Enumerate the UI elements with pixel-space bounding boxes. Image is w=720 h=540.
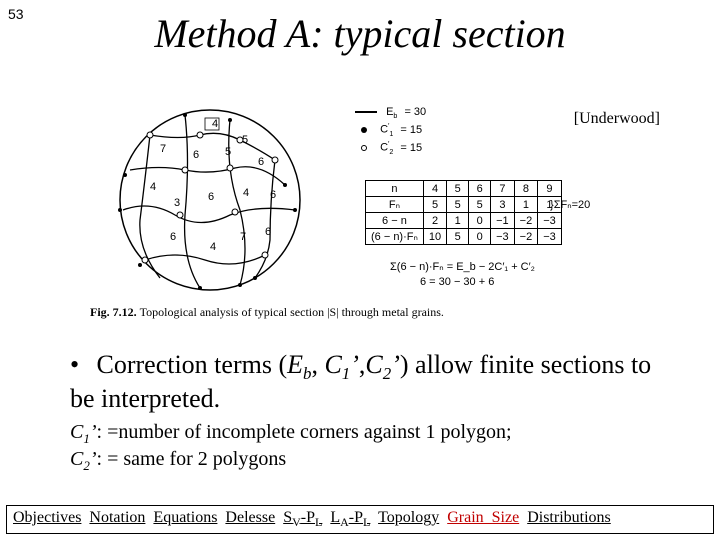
nav-equations[interactable]: Equations <box>153 509 217 526</box>
grain-label: 4 <box>210 241 216 253</box>
table-cell: 10 <box>423 229 446 245</box>
definitions: C1’: =number of incomplete corners again… <box>70 420 670 473</box>
def-c2: C2’: = same for 2 polygons <box>70 447 670 474</box>
table-cell: 5 <box>423 197 446 213</box>
nav-grain-size[interactable]: Grain_Size <box>447 509 519 526</box>
grain-label: 6 <box>258 156 264 168</box>
table-cell: −3 <box>491 229 515 245</box>
nav-bar: Objectives Notation Equations Delesse SV… <box>6 505 714 534</box>
nav-objectives[interactable]: Objectives <box>13 509 81 526</box>
table-cell: 1 <box>447 213 469 229</box>
table-cell: 5 <box>447 229 469 245</box>
table-cell: 7 <box>491 181 515 197</box>
table-cell: 6 − n <box>366 213 424 229</box>
table-cell: 5 <box>447 181 469 197</box>
table-cell: −3 <box>538 229 562 245</box>
table-cell: 5 <box>447 197 469 213</box>
table-cell: 2 <box>423 213 446 229</box>
def-c1: C1’: =number of incomplete corners again… <box>70 420 670 447</box>
table-cell: 1 <box>514 197 538 213</box>
table-cell: 0 <box>469 229 491 245</box>
table-cell: 8 <box>514 181 538 197</box>
figure-caption: Fig. 7.12. Topological analysis of typic… <box>90 305 444 320</box>
nav-delesse[interactable]: Delesse <box>225 509 275 526</box>
table-cell: −3 <box>538 213 562 229</box>
grain-label: 5 <box>242 134 248 146</box>
sum-fn-label: }ΣFₙ=20 <box>550 198 590 211</box>
table-cell: 6 <box>469 181 491 197</box>
grain-label: 6 <box>193 149 199 161</box>
table-cell: (6 − n)·Fₙ <box>366 229 424 245</box>
table-cell: −2 <box>514 213 538 229</box>
nav-notation[interactable]: Notation <box>89 509 145 526</box>
grain-label: 4 <box>243 187 249 199</box>
table-cell: 3 <box>491 197 515 213</box>
grain-label: 3 <box>174 197 180 209</box>
grain-label: 4 <box>212 118 218 130</box>
table-cell: −1 <box>491 213 515 229</box>
bullet-item: • Correction terms (Eb, C1’,C2’) allow f… <box>70 350 670 414</box>
figure-eq2: 6 = 30 − 30 + 6 <box>420 276 494 288</box>
grain-label: 7 <box>240 231 246 243</box>
nav-distributions[interactable]: Distributions <box>527 509 611 526</box>
grain-label: 6 <box>170 231 176 243</box>
slide-title: Method A: typical section <box>0 10 720 57</box>
table-cell: Fₙ <box>366 197 424 213</box>
grain-label: 7 <box>160 143 166 155</box>
grain-label: 6 <box>208 191 214 203</box>
grain-label: 6 <box>270 189 276 201</box>
grain-diagram: 476556436466476 <box>90 100 330 300</box>
table-cell: −2 <box>514 229 538 245</box>
grain-label: 4 <box>150 181 156 193</box>
figure-legend: Eb = 30 C′1 = 15 C′2 = 15 <box>355 105 426 157</box>
grain-label: 6 <box>265 226 271 238</box>
nav-sv-pl[interactable]: SV-PL <box>283 509 322 526</box>
table-cell: 9 <box>538 181 562 197</box>
table-cell: 0 <box>469 213 491 229</box>
grain-label: 5 <box>225 146 231 158</box>
figure-panel: 476556436466476 Eb = 30 C′1 = 15 C′2 = 1… <box>90 100 650 330</box>
figure-table: n456789Fₙ5553116 − n210−1−2−3(6 − n)·Fₙ1… <box>365 180 562 245</box>
nav-topology[interactable]: Topology <box>378 509 439 526</box>
figure-eq1: Σ(6 − n)·Fₙ = E_b − 2C′₁ + C′₂ <box>390 260 535 273</box>
table-cell: 5 <box>469 197 491 213</box>
table-cell: n <box>366 181 424 197</box>
table-cell: 4 <box>423 181 446 197</box>
nav-la-pl[interactable]: LA-PL <box>330 509 370 526</box>
